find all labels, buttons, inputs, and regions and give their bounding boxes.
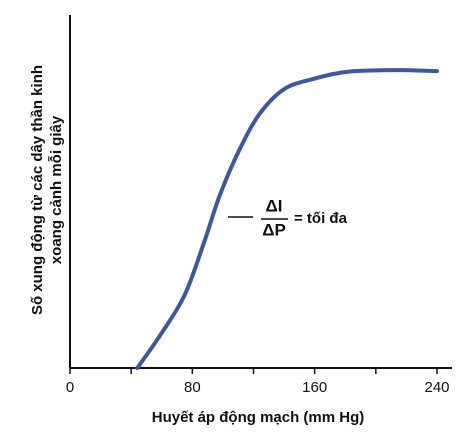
annotation-numerator: ΔI [266,196,283,215]
x-axis-label: Huyết áp động mạch (mm Hg) [152,409,365,426]
x-tick-label: 160 [302,379,327,396]
y-axis-label: xoang cảnh mỗi giây [48,115,65,264]
annotation-text: = tối đa [294,210,348,227]
x-tick-label: 240 [424,379,449,396]
x-tick-label: 0 [66,379,74,396]
y-axis-label: Số xung động từ các dây thần kinh [29,65,46,315]
curve [135,68,439,370]
annotation-denominator: ΔP [262,220,286,239]
x-tick-label: 80 [184,379,201,396]
